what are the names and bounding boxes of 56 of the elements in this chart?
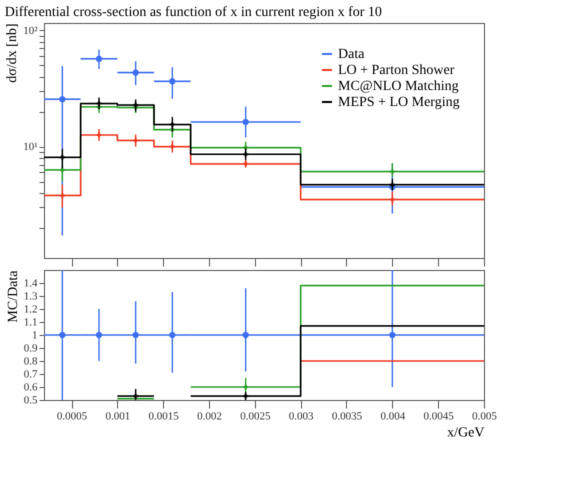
x-tick-label: 0.003	[288, 410, 314, 422]
legend-label: MC@NLO Matching	[338, 79, 459, 94]
chart-title: Differential cross-section as function of x in current region x for 10	[4, 5, 382, 20]
x-tick-label: 0.0005	[56, 410, 88, 422]
legend-label: Data	[338, 47, 366, 62]
point	[169, 332, 176, 338]
point	[96, 332, 102, 338]
x-tick-label: 0.001	[105, 410, 130, 422]
point	[243, 152, 248, 157]
point	[133, 138, 138, 143]
point	[170, 144, 175, 150]
point	[242, 118, 249, 126]
point	[170, 122, 175, 128]
x-tick-label: 0.0015	[148, 410, 180, 422]
x-axis-title: x/GeV	[447, 426, 484, 440]
point	[60, 154, 65, 160]
point	[243, 384, 248, 390]
point	[169, 78, 176, 84]
y-tick-label: 10¹	[23, 141, 38, 154]
point	[96, 56, 102, 62]
point	[60, 192, 65, 198]
point	[242, 332, 249, 338]
y-axis-title: dσ/dx [nb]	[5, 24, 20, 83]
point	[133, 102, 138, 108]
point	[96, 132, 102, 138]
point	[59, 332, 66, 338]
point	[59, 96, 66, 102]
y-tick-label: 1.4	[24, 278, 38, 290]
point	[132, 332, 139, 338]
point	[390, 169, 395, 174]
y-tick-label: 1	[32, 330, 38, 342]
point	[60, 167, 65, 172]
y-axis-title: MC/Data	[6, 270, 21, 323]
y-tick-label: 10²	[23, 24, 38, 37]
x-tick-label: 0.005	[472, 410, 498, 422]
y-tick-label: 0.7	[24, 368, 38, 380]
point	[390, 182, 395, 188]
point	[389, 332, 396, 338]
y-tick-label: 0.9	[24, 342, 38, 354]
point	[132, 69, 139, 76]
x-tick-label: 0.0045	[424, 410, 454, 422]
y-tick-label: 0.5	[24, 394, 38, 406]
x-tick-label: 0.002	[197, 410, 222, 422]
legend-label: MEPS + LO Merging	[338, 95, 460, 110]
y-tick-label: 1.3	[24, 290, 38, 302]
y-tick-label: 0.6	[24, 382, 38, 394]
y-tick-label: 1.2	[24, 304, 38, 316]
point	[390, 197, 395, 202]
legend-label: LO + Parton Shower	[338, 63, 455, 78]
x-tick-label: 0.004	[380, 410, 406, 422]
point	[96, 101, 102, 106]
point	[133, 394, 138, 399]
y-tick-label: 1.1	[24, 316, 38, 328]
y-tick-label: 0.8	[24, 356, 38, 368]
x-tick-label: 0.0025	[240, 410, 271, 422]
x-tick-label: 0.0035	[332, 410, 363, 422]
